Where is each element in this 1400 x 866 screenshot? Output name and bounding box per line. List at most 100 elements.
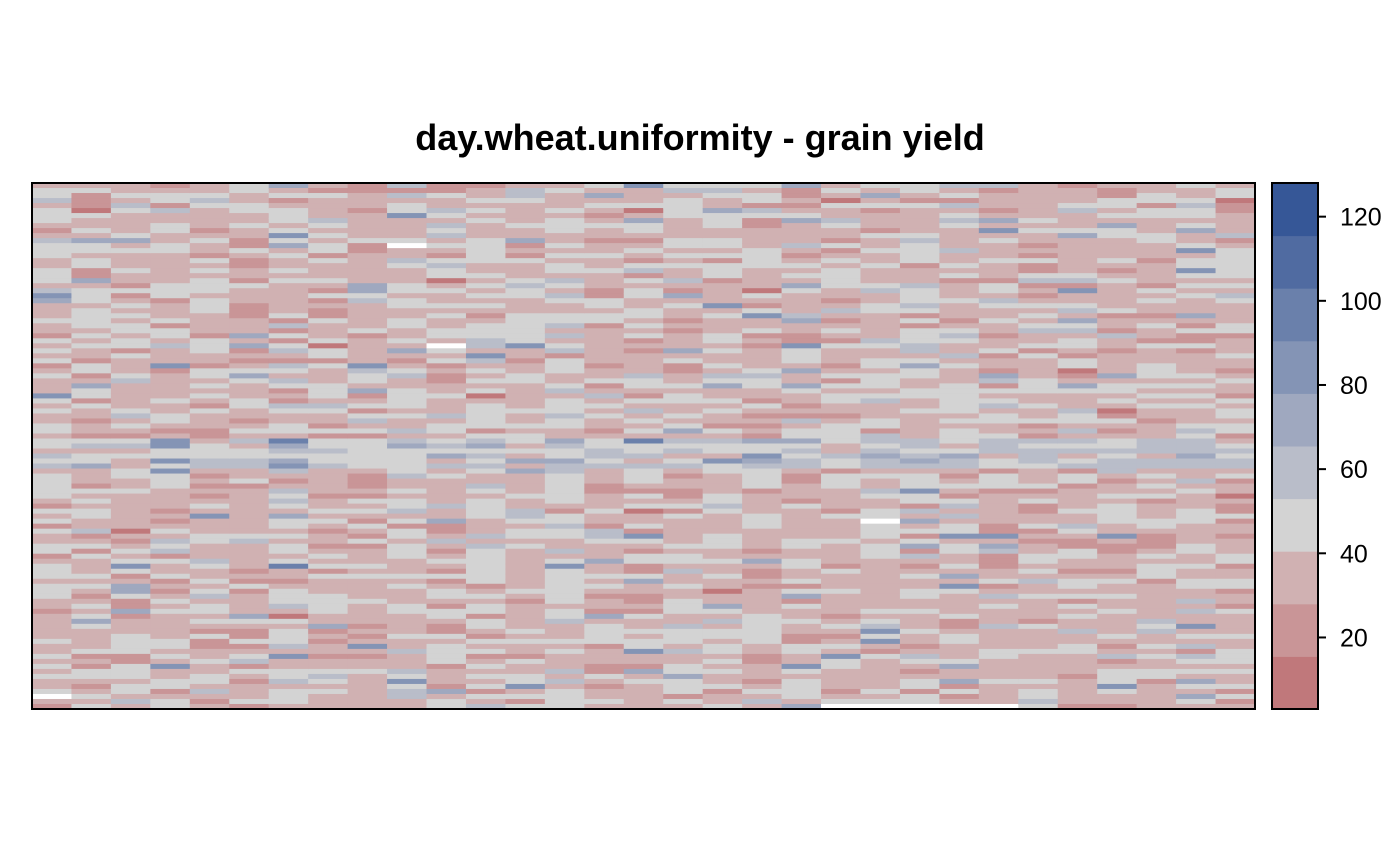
heatmap-cell bbox=[71, 288, 112, 294]
heatmap-cell bbox=[387, 553, 428, 560]
heatmap-cell bbox=[939, 393, 980, 400]
heatmap-cell bbox=[1176, 618, 1217, 625]
heatmap-cell bbox=[1057, 603, 1098, 610]
heatmap-cell bbox=[939, 633, 980, 640]
heatmap-cell bbox=[465, 563, 507, 570]
heatmap-cell bbox=[71, 693, 112, 700]
heatmap-cell bbox=[189, 418, 230, 425]
heatmap-cell bbox=[229, 348, 270, 354]
heatmap-cell bbox=[663, 453, 704, 460]
heatmap-cell bbox=[71, 468, 112, 475]
heatmap-cell bbox=[229, 298, 270, 304]
heatmap-cell bbox=[1057, 348, 1098, 354]
heatmap-cell bbox=[742, 503, 783, 510]
heatmap-cell bbox=[899, 703, 940, 710]
heatmap-cell bbox=[1057, 273, 1098, 279]
heatmap-cell bbox=[663, 248, 704, 254]
heatmap-cell bbox=[1018, 543, 1059, 550]
heatmap-cell bbox=[387, 413, 428, 420]
heatmap-cell bbox=[268, 613, 309, 620]
heatmap-cell bbox=[742, 243, 783, 249]
heatmap-cell bbox=[742, 333, 783, 339]
heatmap-cell bbox=[268, 603, 309, 610]
heatmap-cell bbox=[387, 578, 428, 585]
heatmap-cell bbox=[229, 198, 270, 204]
heatmap-cell bbox=[584, 443, 625, 450]
heatmap-cell bbox=[189, 543, 230, 550]
heatmap-cell bbox=[308, 613, 349, 620]
heatmap-cell bbox=[742, 218, 783, 224]
heatmap-cell bbox=[1097, 513, 1138, 520]
heatmap-cell bbox=[505, 403, 546, 410]
heatmap-cell bbox=[663, 358, 704, 364]
heatmap-cell bbox=[1018, 463, 1059, 470]
colorbar-swatch bbox=[1272, 603, 1318, 657]
heatmap-cell bbox=[702, 323, 743, 329]
heatmap-cell bbox=[781, 203, 822, 209]
heatmap-cell bbox=[110, 233, 151, 239]
heatmap-cell bbox=[544, 183, 585, 189]
heatmap-cell bbox=[623, 263, 664, 269]
heatmap-cell bbox=[1215, 253, 1256, 259]
heatmap-cell bbox=[1176, 248, 1217, 254]
heatmap-cell bbox=[426, 573, 467, 580]
heatmap-cell bbox=[939, 373, 980, 379]
heatmap-cell bbox=[821, 413, 862, 420]
colorbar-swatch bbox=[1272, 446, 1318, 500]
heatmap-cell bbox=[821, 213, 862, 219]
heatmap-cell bbox=[860, 628, 901, 635]
heatmap-cell bbox=[1176, 423, 1217, 430]
heatmap-cell bbox=[505, 428, 546, 435]
heatmap-cell bbox=[1097, 388, 1138, 394]
heatmap-cell bbox=[821, 218, 862, 224]
heatmap-cell bbox=[32, 498, 73, 505]
heatmap-cell bbox=[663, 668, 704, 675]
heatmap-cell bbox=[32, 358, 73, 364]
heatmap-cell bbox=[1215, 683, 1256, 690]
heatmap-cell bbox=[1176, 398, 1217, 405]
heatmap-cell bbox=[821, 303, 862, 309]
heatmap-cell bbox=[32, 363, 73, 369]
heatmap-cell bbox=[426, 693, 467, 700]
heatmap-cell bbox=[899, 433, 940, 440]
heatmap-cell bbox=[1215, 678, 1256, 685]
heatmap-cell bbox=[821, 703, 862, 710]
heatmap-cell bbox=[465, 388, 507, 394]
heatmap-cell bbox=[978, 343, 1019, 349]
heatmap-cell bbox=[1018, 523, 1059, 530]
heatmap-cell bbox=[584, 268, 625, 274]
heatmap-cell bbox=[229, 458, 270, 465]
heatmap-cell bbox=[939, 253, 980, 259]
heatmap-cell bbox=[939, 658, 980, 665]
heatmap-cell bbox=[978, 213, 1019, 219]
heatmap-cell bbox=[110, 558, 151, 565]
heatmap-cell bbox=[1097, 643, 1138, 650]
heatmap-cell bbox=[860, 578, 901, 585]
heatmap-cell bbox=[1136, 543, 1177, 550]
heatmap-cell bbox=[387, 328, 428, 334]
heatmap-cell bbox=[544, 473, 585, 480]
heatmap-cell bbox=[387, 208, 428, 214]
heatmap-cell bbox=[387, 253, 428, 259]
heatmap-cell bbox=[742, 343, 783, 349]
heatmap-cell bbox=[426, 298, 467, 304]
heatmap-cell bbox=[781, 363, 822, 369]
heatmap-cell bbox=[32, 463, 73, 470]
heatmap-cell bbox=[1215, 653, 1256, 660]
heatmap-cell bbox=[229, 478, 270, 485]
heatmap-cell bbox=[978, 258, 1019, 264]
heatmap-cell bbox=[71, 528, 112, 535]
heatmap-cell bbox=[465, 333, 507, 339]
heatmap-cell bbox=[387, 468, 428, 475]
heatmap-cell bbox=[426, 253, 467, 259]
heatmap-cell bbox=[584, 418, 625, 425]
heatmap-cell bbox=[229, 363, 270, 369]
heatmap-cell bbox=[308, 418, 349, 425]
heatmap-cell bbox=[702, 478, 743, 485]
heatmap-cell bbox=[1136, 338, 1177, 344]
heatmap-cell bbox=[584, 478, 625, 485]
heatmap-cell bbox=[1097, 323, 1138, 329]
heatmap-cell bbox=[387, 333, 428, 339]
heatmap-cell bbox=[32, 628, 73, 635]
heatmap-cell bbox=[623, 393, 664, 400]
